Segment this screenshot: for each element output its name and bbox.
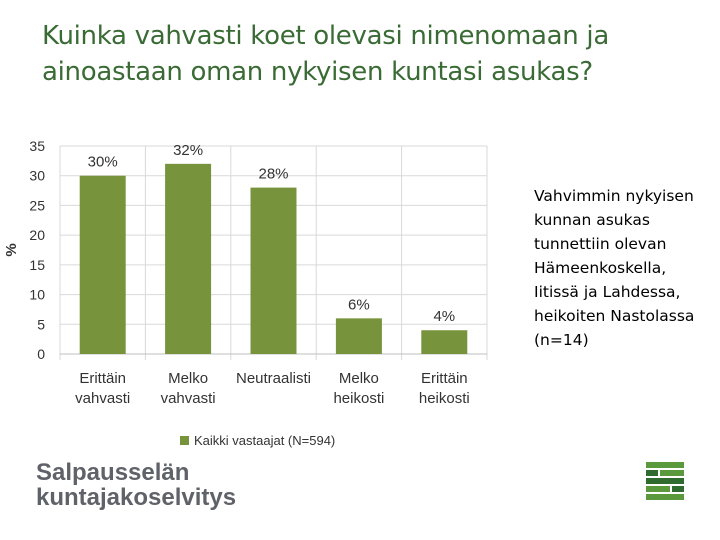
data-label: 4% — [433, 308, 455, 325]
data-label: 6% — [348, 296, 370, 313]
y-tick-label: 0 — [37, 346, 45, 362]
logo-line-1: Salpausselän — [36, 459, 190, 486]
data-label: 28% — [258, 166, 288, 183]
x-tick-label: Erittäin vahvasti — [75, 370, 130, 407]
bar — [79, 175, 126, 354]
logo-mark-icon — [646, 462, 684, 500]
logo-text: Salpausselän kuntajakoselvitys — [36, 460, 236, 510]
bar — [165, 163, 212, 354]
y-tick-label: 15 — [29, 257, 45, 273]
y-tick-label: 30 — [29, 168, 45, 184]
side-note: Vahvimmin nykyisen kunnan asukas tunnett… — [534, 187, 695, 349]
y-tick-label: 5 — [37, 316, 45, 332]
chart-bars — [79, 163, 468, 354]
y-tick-label: 20 — [29, 227, 45, 243]
x-tick-label: Melko vahvasti — [161, 370, 216, 407]
chart-labels: 30% Erittäin vahvasti 32% Melko vahvasti 28% Ne… — [75, 142, 470, 407]
logo-line-2: kuntajakoselvitys — [36, 484, 237, 511]
x-tick-label: Erittäin heikosti — [419, 370, 470, 407]
data-label: 32% — [173, 142, 203, 159]
page-title: Kuinka vahvasti koet olevasi nimenomaan … — [42, 21, 609, 87]
y-tick-label: 25 — [29, 197, 45, 213]
y-axis-label: % — [3, 243, 20, 256]
legend-label: Kaikki vastaajat (N=594) — [194, 433, 335, 448]
bar — [250, 187, 297, 354]
chart-legend: Kaikki vastaajat (N=594) — [180, 433, 335, 448]
y-tick-label: 10 — [29, 287, 45, 303]
bar — [335, 318, 382, 354]
x-tick-label: Neutraalisti — [236, 370, 311, 387]
y-tick-label: 35 — [29, 138, 45, 154]
bar — [421, 330, 468, 354]
data-label: 30% — [88, 154, 118, 171]
chart-grid — [59, 145, 488, 360]
legend-swatch — [180, 436, 189, 445]
x-tick-label: Melko heikosti — [333, 370, 384, 407]
